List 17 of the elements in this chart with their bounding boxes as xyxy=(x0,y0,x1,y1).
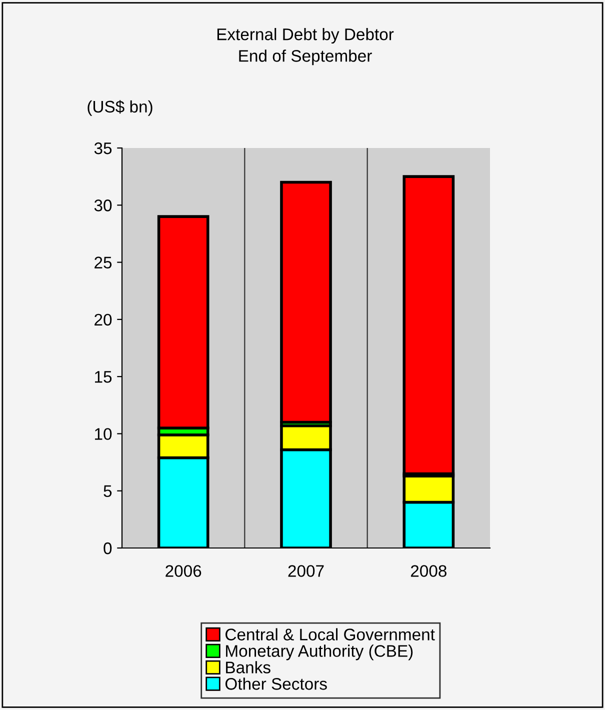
legend-label: Other Sectors xyxy=(225,678,327,690)
legend-label: Central & Local Government xyxy=(226,628,435,640)
y-tick-label: 10 xyxy=(95,428,112,440)
y-axis-title: (US$ bn) xyxy=(88,100,152,116)
x-tick-label: 2007 xyxy=(288,565,324,577)
y-tick-label: 25 xyxy=(94,256,112,268)
chart-title: External Debt by Debtor End of September xyxy=(217,28,394,66)
x-tick-label: 2006 xyxy=(166,565,202,577)
y-tick-label: 30 xyxy=(94,200,112,212)
y-tick-label: 15 xyxy=(95,371,112,383)
y-tick-label: 35 xyxy=(94,142,112,154)
legend-label: Banks xyxy=(226,661,270,674)
y-tick-label: 0 xyxy=(104,542,112,554)
x-tick-label: 2008 xyxy=(410,565,446,577)
y-tick-label: 5 xyxy=(104,485,112,498)
legend-label: Monetary Authority (CBE) xyxy=(226,644,413,660)
y-tick-label: 20 xyxy=(94,314,112,326)
